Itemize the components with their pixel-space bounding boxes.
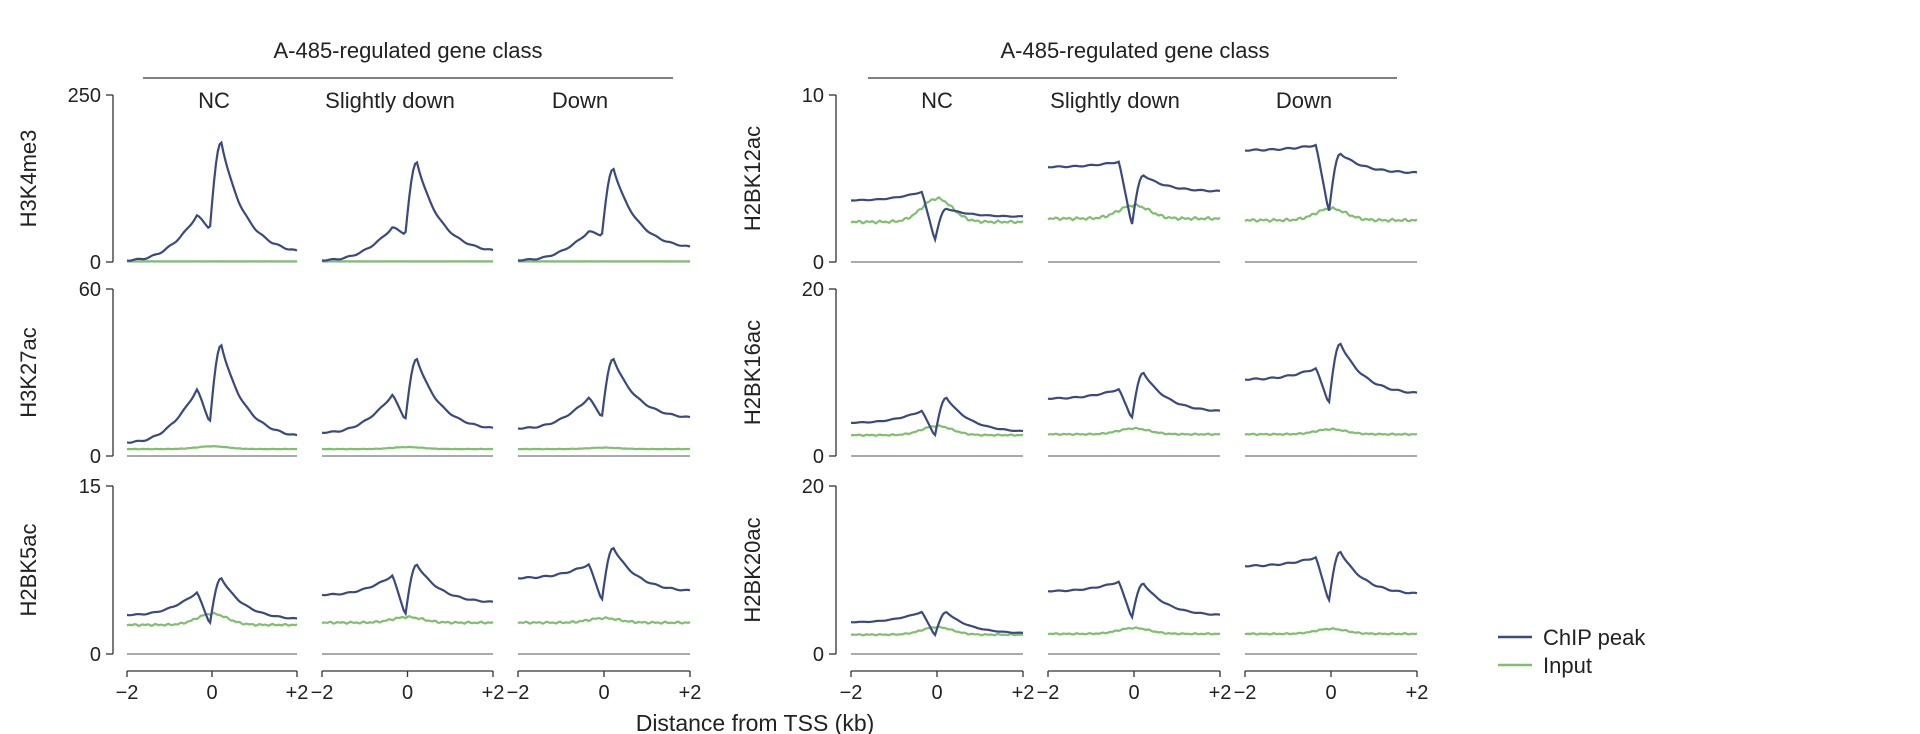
chip-line-h2bk20ac-nc xyxy=(850,610,1024,638)
legend-chip-label: ChIP peak xyxy=(1543,625,1646,650)
x-tick-label: 0 xyxy=(206,682,217,704)
chip-line-h3k27ac-slightly-down xyxy=(321,357,494,435)
x-tick-label: 0 xyxy=(598,682,609,704)
panel-row-h2bk20ac: 20 0 H2BK20ac xyxy=(740,476,1418,666)
x-tick-label: 0 xyxy=(1128,682,1139,704)
col-label-slightly-down-right: Slightly down xyxy=(1050,88,1180,113)
input-line-h2bk20ac-down xyxy=(1244,627,1418,636)
col-label-nc-right: NC xyxy=(921,88,953,113)
chip-line-h2bk5ac-down xyxy=(517,546,691,602)
input-line-h3k27ac-nc xyxy=(126,444,298,451)
y-axis-label-h2bk16ac: H2BK16ac xyxy=(740,320,765,425)
chip-line-h2bk12ac-nc xyxy=(850,190,1024,244)
col-label-down-right: Down xyxy=(1276,88,1332,113)
y-tick-label: 0 xyxy=(813,446,824,468)
x-ticks-left: −2 0 +2 −2 0 +2 −2 0 +2 xyxy=(116,670,702,704)
x-tick-label: +2 xyxy=(482,682,505,704)
legend: ChIP peak Input xyxy=(1498,625,1646,678)
input-line-h2bk12ac-nc xyxy=(850,196,1024,225)
x-tick-label: −2 xyxy=(840,682,863,704)
y-tick-label: 20 xyxy=(802,476,824,498)
chip-line-h2bk5ac-slightly-down xyxy=(321,563,494,617)
y-axis-label-h3k4me3: H3K4me3 xyxy=(16,130,41,228)
chip-line-h2bk12ac-down xyxy=(1244,143,1418,211)
y-tick-label: 20 xyxy=(802,279,824,301)
y-axis-label-h2bk20ac: H2BK20ac xyxy=(740,517,765,622)
x-axis-label: Distance from TSS (kb) xyxy=(636,710,875,734)
chip-line-h3k27ac-nc xyxy=(126,343,298,444)
x-tick-label: +2 xyxy=(1209,682,1232,704)
group-header-left: A-485-regulated gene class xyxy=(273,38,542,63)
y-tick-label: 0 xyxy=(90,446,101,468)
y-tick-label: 250 xyxy=(68,85,101,107)
input-line-h2bk5ac-down xyxy=(517,615,691,625)
input-line-h2bk20ac-slightly-down xyxy=(1047,626,1221,636)
chip-line-h2bk12ac-slightly-down xyxy=(1047,160,1221,225)
input-line-h2bk5ac-slightly-down xyxy=(321,614,494,625)
y-tick-label: 0 xyxy=(90,252,101,274)
panel-row-h3k4me3: 250 0 H3K4me3 xyxy=(16,85,691,274)
chip-line-h3k4me3-down xyxy=(517,167,691,262)
y-axis-label-h2bk5ac: H2BK5ac xyxy=(16,524,41,617)
input-line-h2bk12ac-down xyxy=(1244,205,1418,224)
y-axis-label-h2bk12ac: H2BK12ac xyxy=(740,126,765,231)
x-tick-label: 0 xyxy=(931,682,942,704)
y-tick-label: 10 xyxy=(802,85,824,107)
panel-row-h2bk16ac: 20 0 H2BK16ac xyxy=(740,279,1418,468)
chip-line-h3k4me3-nc xyxy=(126,140,298,262)
x-tick-label: 0 xyxy=(402,682,413,704)
chip-line-h2bk16ac-nc xyxy=(850,396,1024,438)
chip-line-h2bk20ac-down xyxy=(1244,550,1418,604)
chip-line-h2bk16ac-slightly-down xyxy=(1047,371,1221,420)
chip-line-h2bk20ac-slightly-down xyxy=(1047,580,1221,621)
chip-line-h3k27ac-down xyxy=(517,357,691,430)
panel-row-h2bk5ac: 15 0 H2BK5ac xyxy=(16,476,691,666)
y-axis-label-h3k27ac: H3K27ac xyxy=(16,327,41,418)
y-tick-label: 0 xyxy=(90,644,101,666)
input-line-h3k27ac-down xyxy=(517,446,691,451)
x-tick-label: −2 xyxy=(507,682,530,704)
x-ticks-right: −2 0 +2 −2 0 +2 −2 0 +2 xyxy=(840,670,1429,704)
x-tick-label: −2 xyxy=(1234,682,1257,704)
y-tick-label: 60 xyxy=(79,279,101,301)
input-line-h2bk16ac-down xyxy=(1244,427,1418,437)
y-tick-label: 0 xyxy=(813,252,824,274)
y-tick-label: 15 xyxy=(79,476,101,498)
x-tick-label: 0 xyxy=(1325,682,1336,704)
input-line-h2bk16ac-slightly-down xyxy=(1047,426,1221,437)
panel-row-h3k27ac: 60 0 H3K27ac xyxy=(16,279,691,468)
x-tick-label: +2 xyxy=(679,682,702,704)
x-tick-label: −2 xyxy=(116,682,139,704)
x-tick-label: −2 xyxy=(1037,682,1060,704)
chip-line-h2bk5ac-nc xyxy=(126,576,298,626)
col-label-slightly-down-left: Slightly down xyxy=(325,88,455,113)
x-tick-label: +2 xyxy=(1012,682,1035,704)
y-tick-label: 0 xyxy=(813,644,824,666)
chip-line-h3k4me3-slightly-down xyxy=(321,160,494,262)
legend-input-label: Input xyxy=(1543,653,1592,678)
input-line-h3k27ac-slightly-down xyxy=(321,445,494,451)
col-label-nc-left: NC xyxy=(198,88,230,113)
x-tick-label: −2 xyxy=(311,682,334,704)
col-label-down-left: Down xyxy=(552,88,608,113)
x-tick-label: +2 xyxy=(286,682,309,704)
chip-line-h2bk16ac-down xyxy=(1244,342,1418,405)
x-tick-label: +2 xyxy=(1406,682,1429,704)
group-header-right: A-485-regulated gene class xyxy=(1000,38,1269,63)
panel-row-h2bk12ac: 10 0 H2BK12ac xyxy=(740,85,1418,274)
